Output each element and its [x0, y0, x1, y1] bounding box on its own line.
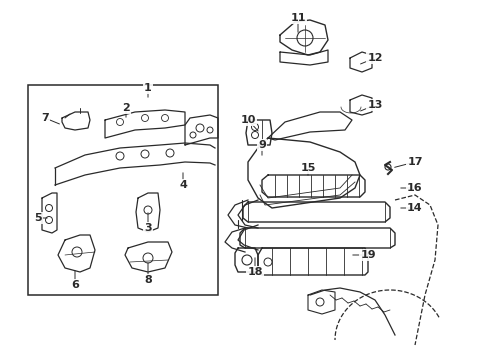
Text: 6: 6: [71, 280, 79, 290]
Text: 1: 1: [144, 83, 152, 93]
Text: 7: 7: [41, 113, 49, 123]
Text: 12: 12: [366, 53, 382, 63]
Text: 15: 15: [300, 163, 315, 173]
Text: 18: 18: [247, 267, 262, 277]
Text: 2: 2: [122, 103, 130, 113]
Text: 11: 11: [290, 13, 305, 23]
Text: 13: 13: [366, 100, 382, 110]
Text: 19: 19: [360, 250, 375, 260]
Text: 3: 3: [144, 223, 151, 233]
Text: 16: 16: [407, 183, 422, 193]
Text: 10: 10: [240, 115, 255, 125]
Text: 9: 9: [258, 140, 265, 150]
Text: 8: 8: [144, 275, 152, 285]
Bar: [28, 85, 218, 295]
Text: 4: 4: [179, 180, 186, 190]
Text: 14: 14: [407, 203, 422, 213]
Text: 17: 17: [407, 157, 422, 167]
Text: 5: 5: [34, 213, 42, 223]
